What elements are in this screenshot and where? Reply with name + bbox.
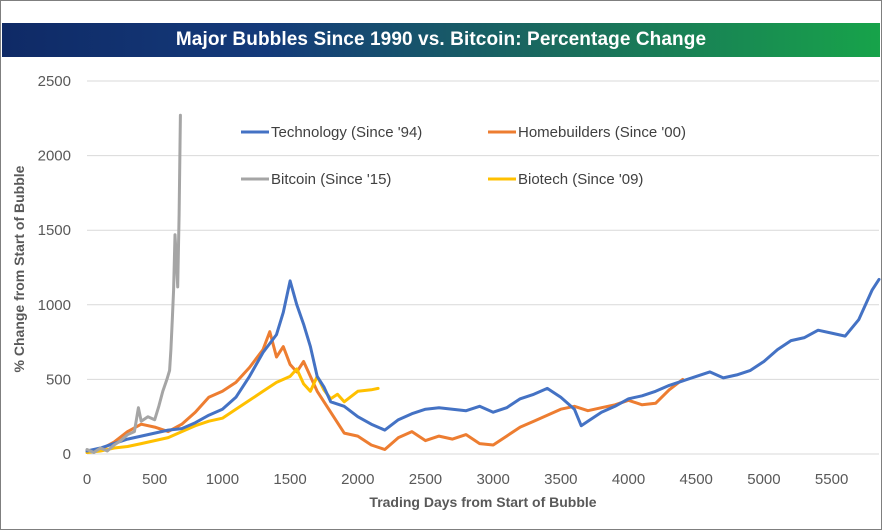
y-tick-label-1000: 1000 xyxy=(38,297,71,314)
x-tick-label-1500: 1500 xyxy=(273,471,306,488)
series-line-technology-since-94 xyxy=(85,277,881,453)
legend-label-technology-since-94: Technology (Since '94) xyxy=(271,124,422,141)
gridlines xyxy=(87,80,879,455)
legend: Technology (Since '94) Homebuilders (Sinc… xyxy=(241,124,686,188)
x-tick-label-3500: 3500 xyxy=(544,471,577,488)
x-tick-label-0: 0 xyxy=(83,471,91,488)
x-axis-ticks: 0 500 1000 1500 2000 2500 3000 3500 4000 4500 5000… xyxy=(83,471,848,488)
x-tick-label-2000: 2000 xyxy=(341,471,374,488)
legend-label-homebuilders-since-00: Homebuilders (Since '00) xyxy=(518,124,686,141)
x-tick-label-4500: 4500 xyxy=(680,471,713,488)
y-tick-label-2000: 2000 xyxy=(38,148,71,165)
x-tick-label-500: 500 xyxy=(142,471,167,488)
x-tick-label-5000: 5000 xyxy=(747,471,780,488)
x-tick-label-2500: 2500 xyxy=(409,471,442,488)
legend-label-biotech-since-09: Biotech (Since '09) xyxy=(518,171,643,188)
y-axis-ticks: 0 500 1000 1500 2000 2500 xyxy=(38,73,71,463)
y-tick-label-500: 500 xyxy=(46,371,71,388)
y-tick-label-0: 0 xyxy=(63,446,71,463)
series-line-biotech-since-09 xyxy=(85,367,380,454)
x-tick-label-3000: 3000 xyxy=(476,471,509,488)
x-axis-title: Trading Days from Start of Bubble xyxy=(369,494,596,510)
chart-title: Major Bubbles Since 1990 vs. Bitcoin: Pe… xyxy=(175,29,707,50)
x-tick-label-1000: 1000 xyxy=(206,471,239,488)
x-tick-label-5500: 5500 xyxy=(815,471,848,488)
y-tick-label-2500: 2500 xyxy=(38,73,71,90)
series-lines xyxy=(85,113,881,454)
y-tick-label-1500: 1500 xyxy=(38,222,71,239)
y-axis-title: % Change from Start of Bubble xyxy=(11,165,27,372)
chart-title-bar: Major Bubbles Since 1990 vs. Bitcoin: Pe… xyxy=(2,23,880,57)
legend-label-bitcoin-since-15: Bitcoin (Since '15) xyxy=(271,171,391,188)
series-line-bitcoin-since-15 xyxy=(85,113,182,454)
x-tick-label-4000: 4000 xyxy=(612,471,645,488)
series-line-homebuilders-since-00 xyxy=(85,330,685,454)
